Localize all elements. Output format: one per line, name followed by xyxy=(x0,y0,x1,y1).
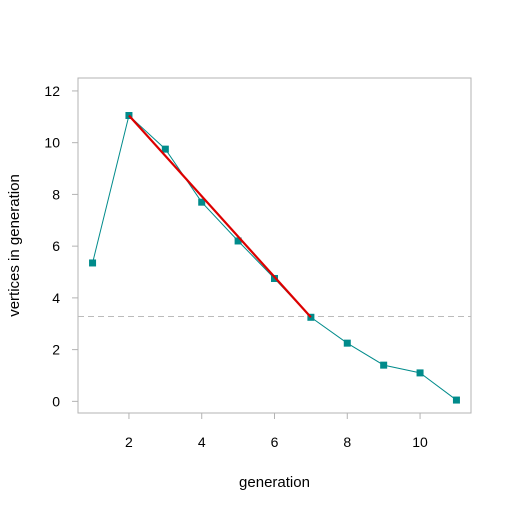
data-point xyxy=(416,369,424,377)
x-axis-title: generation xyxy=(239,474,310,491)
x-tick-label: 6 xyxy=(271,434,279,450)
y-tick-label: 0 xyxy=(52,393,60,409)
y-tick-label: 6 xyxy=(52,238,60,254)
x-tick-label: 8 xyxy=(343,434,351,450)
series-points xyxy=(89,112,460,404)
data-point xyxy=(452,396,460,404)
y-tick-label: 8 xyxy=(52,186,60,202)
x-axis: 2 4 6 8 10 xyxy=(125,413,428,450)
x-tick-label: 4 xyxy=(198,434,206,450)
y-axis: 0 2 4 6 8 10 12 xyxy=(44,83,78,409)
plot-frame xyxy=(77,77,472,414)
data-point xyxy=(380,361,388,369)
x-tick-label: 10 xyxy=(412,434,428,450)
y-tick-label: 4 xyxy=(52,290,60,306)
series-line xyxy=(92,114,457,401)
data-point xyxy=(343,339,351,347)
data-point xyxy=(89,259,97,267)
y-tick-label: 10 xyxy=(44,135,60,151)
x-tick-label: 2 xyxy=(125,434,133,450)
data-point xyxy=(161,145,169,153)
y-axis-title: vertices in generation xyxy=(6,174,23,317)
fit-line xyxy=(128,114,312,319)
data-point xyxy=(234,237,242,245)
y-tick-label: 12 xyxy=(44,83,60,99)
data-point xyxy=(198,198,206,206)
y-tick-label: 2 xyxy=(52,342,60,358)
